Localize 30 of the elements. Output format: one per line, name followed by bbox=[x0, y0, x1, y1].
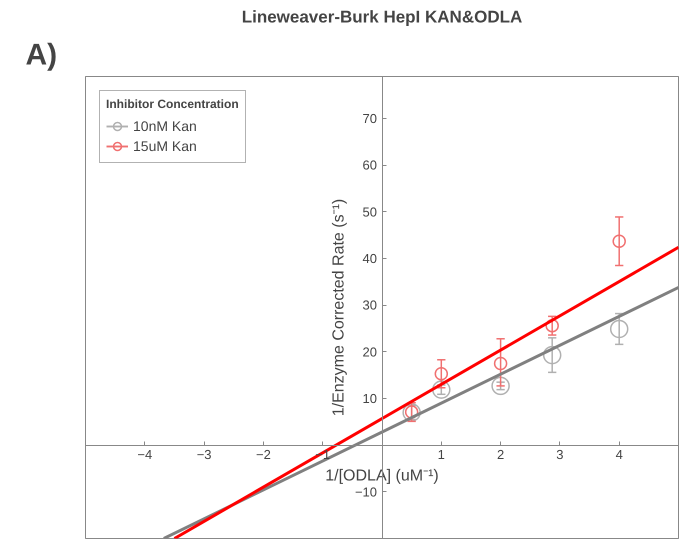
y-tick-label: 30 bbox=[362, 298, 378, 313]
x-tick-label: 3 bbox=[556, 447, 564, 462]
legend-label: 10nM Kan bbox=[133, 118, 197, 134]
x-tick-label: 1 bbox=[438, 447, 445, 462]
chart-title: Lineweaver-Burk HepI KAN&ODLA bbox=[242, 8, 522, 26]
point bbox=[610, 320, 628, 338]
point bbox=[545, 318, 559, 332]
point bbox=[402, 403, 421, 422]
x-tick-label: −2 bbox=[256, 447, 271, 462]
y-tick-label: 50 bbox=[362, 204, 378, 220]
y-tick-label: 10 bbox=[362, 391, 378, 406]
x-tick-label: 4 bbox=[616, 447, 623, 462]
legend-title: Inhibitor Concentration bbox=[106, 97, 239, 111]
text: A) bbox=[26, 38, 58, 72]
x-tick-label: −3 bbox=[196, 447, 212, 462]
legend-label: 15uM Kan bbox=[133, 138, 197, 154]
y-tick-label: 60 bbox=[362, 158, 378, 173]
y-tick-label: 40 bbox=[362, 251, 378, 266]
y-tick-label: −10 bbox=[354, 484, 378, 500]
point bbox=[434, 367, 448, 381]
point bbox=[542, 346, 562, 364]
x-tick-label: 2 bbox=[496, 447, 504, 462]
point bbox=[491, 376, 510, 396]
point bbox=[432, 380, 451, 399]
y-axis-title: 1/Enzyme Corrected Rate (s⁻¹) bbox=[330, 198, 348, 416]
y-tick-label: 70 bbox=[362, 111, 378, 126]
point bbox=[612, 234, 626, 248]
y-tick-label: 20 bbox=[362, 344, 378, 360]
x-tick-label: −4 bbox=[137, 447, 152, 462]
point bbox=[494, 356, 508, 370]
